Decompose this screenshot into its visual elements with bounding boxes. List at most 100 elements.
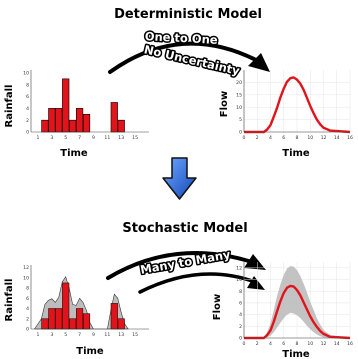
stochastic-flow-chart: 0 2 4 6 8 10 12 14 16 0 2 4 6 8 10 12: [236, 262, 353, 347]
x-tick-label: 9: [92, 135, 95, 141]
sto-rain-xlabel: Time: [76, 346, 104, 357]
sto-rain-ylabel: Rainfall: [4, 279, 15, 322]
x-tick-label: 8: [296, 135, 299, 141]
det-flow-ylabel: Flow: [219, 91, 230, 117]
rainfall-bar: [110, 303, 118, 330]
rainfall-bar: [69, 119, 77, 133]
rainfall-bar: [55, 308, 63, 330]
x-tick-label: 8: [296, 341, 299, 347]
rainfall-bar: [82, 113, 91, 133]
y-tick-label: 0: [26, 130, 29, 136]
rainfall-bar: [41, 119, 49, 133]
x-tick-label: 0: [243, 135, 246, 141]
down-arrow-icon: [162, 157, 197, 200]
rainfall-bar: [55, 108, 63, 133]
rainfall-bar: [76, 308, 84, 330]
y-tick-label: 5: [239, 117, 242, 123]
x-tick-label: 9: [92, 332, 95, 338]
x-tick-label: 12: [321, 135, 327, 141]
x-tick-label: 2: [256, 341, 259, 347]
x-tick-label: 10: [307, 341, 313, 347]
y-tick-label: 0: [239, 336, 242, 342]
deterministic-title: Deterministic Model: [114, 7, 262, 22]
x-tick-label: 14: [334, 135, 340, 141]
one-to-one-label: One to One: [144, 29, 218, 47]
flow-uncertainty-band: [244, 266, 350, 338]
rainfall-bar: [62, 282, 70, 330]
x-tick-label: 4: [269, 341, 272, 347]
y-tick-label: 20: [236, 80, 242, 86]
y-tick-label: 2: [239, 324, 242, 330]
top-arrow-head: [248, 53, 270, 72]
y-tick-label: 2: [26, 316, 29, 322]
y-tick-label: 2: [26, 118, 29, 124]
x-tick-label: 15: [132, 332, 138, 338]
y-tick-label: 10: [23, 275, 29, 281]
y-tick-label: 4: [239, 312, 242, 318]
y-tick-label: 0: [26, 327, 29, 333]
x-tick-label: 7: [78, 332, 81, 338]
x-tick-label: 11: [104, 332, 110, 338]
x-tick-label: 14: [334, 341, 340, 347]
rainfall-bar: [110, 102, 118, 133]
bottom-arrow-head-1: [244, 254, 266, 270]
x-tick-label: 1: [36, 135, 39, 141]
det-flow-xlabel: Time: [282, 148, 310, 159]
y-tick-label: 4: [26, 306, 29, 312]
y-tick-label: 12: [236, 265, 242, 271]
x-tick-label: 1: [36, 332, 39, 338]
rainfall-bar: [69, 318, 77, 330]
sto-flow-ylabel: Flow: [212, 294, 223, 320]
y-tick-label: 6: [26, 296, 29, 302]
x-tick-label: 0: [243, 341, 246, 347]
x-tick-label: 13: [118, 332, 124, 338]
y-tick-label: 10: [236, 277, 242, 283]
x-tick-label: 2: [256, 135, 259, 141]
y-tick-label: 6: [26, 94, 29, 100]
x-tick-label: 15: [132, 135, 138, 141]
bottom-arrow-shaft-1: [106, 251, 254, 280]
bottom-curved-arrows: [106, 251, 266, 294]
x-tick-label: 5: [64, 332, 67, 338]
y-tick-label: 0: [239, 130, 242, 136]
rainfall-bar: [82, 313, 91, 330]
stochastic-title: Stochastic Model: [122, 221, 247, 236]
x-tick-label: 5: [64, 135, 67, 141]
y-tick-label: 8: [26, 286, 29, 292]
x-tick-label: 4: [269, 135, 272, 141]
y-tick-label: 4: [26, 106, 29, 112]
bottom-arrow-shaft-2: [138, 272, 257, 294]
y-tick-label: 10: [23, 71, 29, 77]
x-tick-label: 3: [50, 332, 53, 338]
y-tick-label: 8: [239, 289, 242, 295]
flow-curve: [244, 284, 351, 340]
rainfall-bar: [117, 119, 125, 133]
x-tick-label: 6: [282, 341, 285, 347]
y-tick-label: 6: [239, 301, 242, 307]
det-rain-xlabel: Time: [60, 148, 88, 159]
bottom-arrow-head-2: [247, 276, 265, 290]
y-tick-label: 8: [26, 82, 29, 88]
x-tick-label: 16: [347, 341, 353, 347]
x-tick-label: 10: [307, 135, 313, 141]
rainfall-bar: [41, 318, 49, 330]
x-tick-label: 13: [118, 135, 124, 141]
y-tick-label: 12: [23, 265, 29, 271]
rainfall-bar: [48, 308, 56, 330]
rainfall-bar: [48, 108, 56, 133]
x-tick-label: 7: [78, 135, 81, 141]
y-tick-label: 15: [236, 92, 242, 98]
top-arrow-shaft: [108, 41, 258, 74]
x-tick-label: 3: [50, 135, 53, 141]
x-tick-label: 6: [282, 135, 285, 141]
top-curved-arrow: [108, 41, 270, 74]
x-tick-label: 16: [347, 135, 353, 141]
x-tick-label: 11: [104, 135, 110, 141]
y-tick-label: 10: [236, 105, 242, 111]
flow-curve: [244, 76, 351, 134]
rainfall-bar: [75, 108, 84, 133]
